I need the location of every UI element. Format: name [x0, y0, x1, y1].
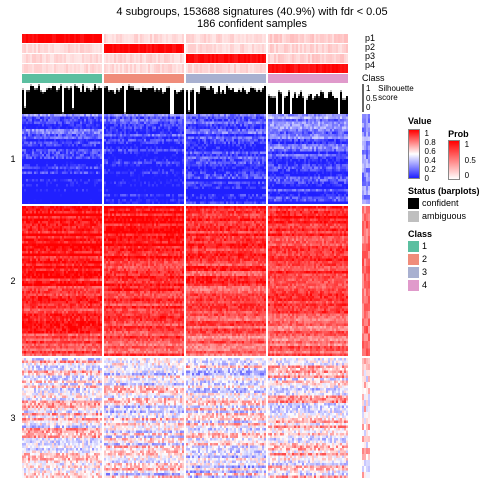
value-legend-title: Value	[408, 116, 504, 126]
heatmap-panel	[104, 358, 184, 478]
heatmap-panel	[186, 358, 266, 478]
block-label: 1	[4, 114, 22, 204]
title-line-2: 186 confident samples	[4, 18, 500, 30]
class-annotation-track	[22, 74, 360, 83]
prob-labels: p1p2p3p4	[360, 34, 404, 74]
heatmap-panel	[268, 358, 348, 478]
silhouette-scale-bar	[362, 84, 364, 112]
legends: Value 1 0.8 0.6 0.4 0.2 0 Prob 1 0.5 0	[404, 114, 504, 478]
prob-label: p4	[362, 61, 404, 70]
heatmap-panels	[22, 114, 360, 478]
heatmap-panel	[22, 206, 102, 356]
prob-annotation-tracks	[22, 34, 360, 74]
class-legend-items: 1234	[408, 240, 432, 292]
heatmap-panel	[268, 114, 348, 204]
class-legend-title: Class	[408, 229, 432, 239]
heatmap-panel	[104, 206, 184, 356]
heatmap-panel	[22, 358, 102, 478]
class-annot-label: Class	[360, 74, 404, 84]
status-legend-row: confident	[408, 197, 504, 210]
figure-grid: p1p2p3p4 Class 1 0.5 0 Silhouette score …	[4, 34, 500, 478]
class-legend-row: 3	[408, 266, 432, 279]
prob-legend-title: Prob	[448, 129, 476, 139]
block-label: 3	[4, 358, 22, 478]
heatmap-panel	[104, 114, 184, 204]
heatmap-side-strip	[360, 114, 404, 478]
silhouette-side: 1 0.5 0 Silhouette score	[360, 84, 404, 114]
status-legend-title: Status (barplots)	[408, 186, 504, 196]
value-colorbar	[408, 129, 420, 179]
class-legend-row: 4	[408, 279, 432, 292]
status-legend-row: ambiguous	[408, 210, 504, 223]
heatmap-panel	[268, 206, 348, 356]
block-labels-col: 123	[4, 114, 22, 478]
prob-colorbar	[448, 140, 460, 180]
status-legend-items: confidentambiguous	[408, 197, 504, 223]
heatmap-panel	[186, 206, 266, 356]
class-legend-row: 1	[408, 240, 432, 253]
block-label: 2	[4, 206, 22, 356]
class-legend-row: 2	[408, 253, 432, 266]
silhouette-ticks: 1 0.5 0	[366, 84, 377, 112]
silhouette-track	[22, 84, 360, 112]
heatmap-panel	[186, 114, 266, 204]
title-line-1: 4 subgroups, 153688 signatures (40.9%) w…	[4, 6, 500, 18]
heatmap-panel	[22, 114, 102, 204]
